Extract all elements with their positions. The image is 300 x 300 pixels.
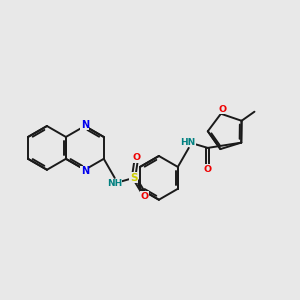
Text: N: N xyxy=(81,120,89,130)
Text: O: O xyxy=(141,192,149,201)
Text: O: O xyxy=(204,165,212,174)
Text: O: O xyxy=(218,105,226,114)
Text: O: O xyxy=(132,153,140,162)
Text: NH: NH xyxy=(107,179,122,188)
Text: N: N xyxy=(81,166,89,176)
Text: S: S xyxy=(130,173,137,183)
Text: HN: HN xyxy=(180,137,196,146)
